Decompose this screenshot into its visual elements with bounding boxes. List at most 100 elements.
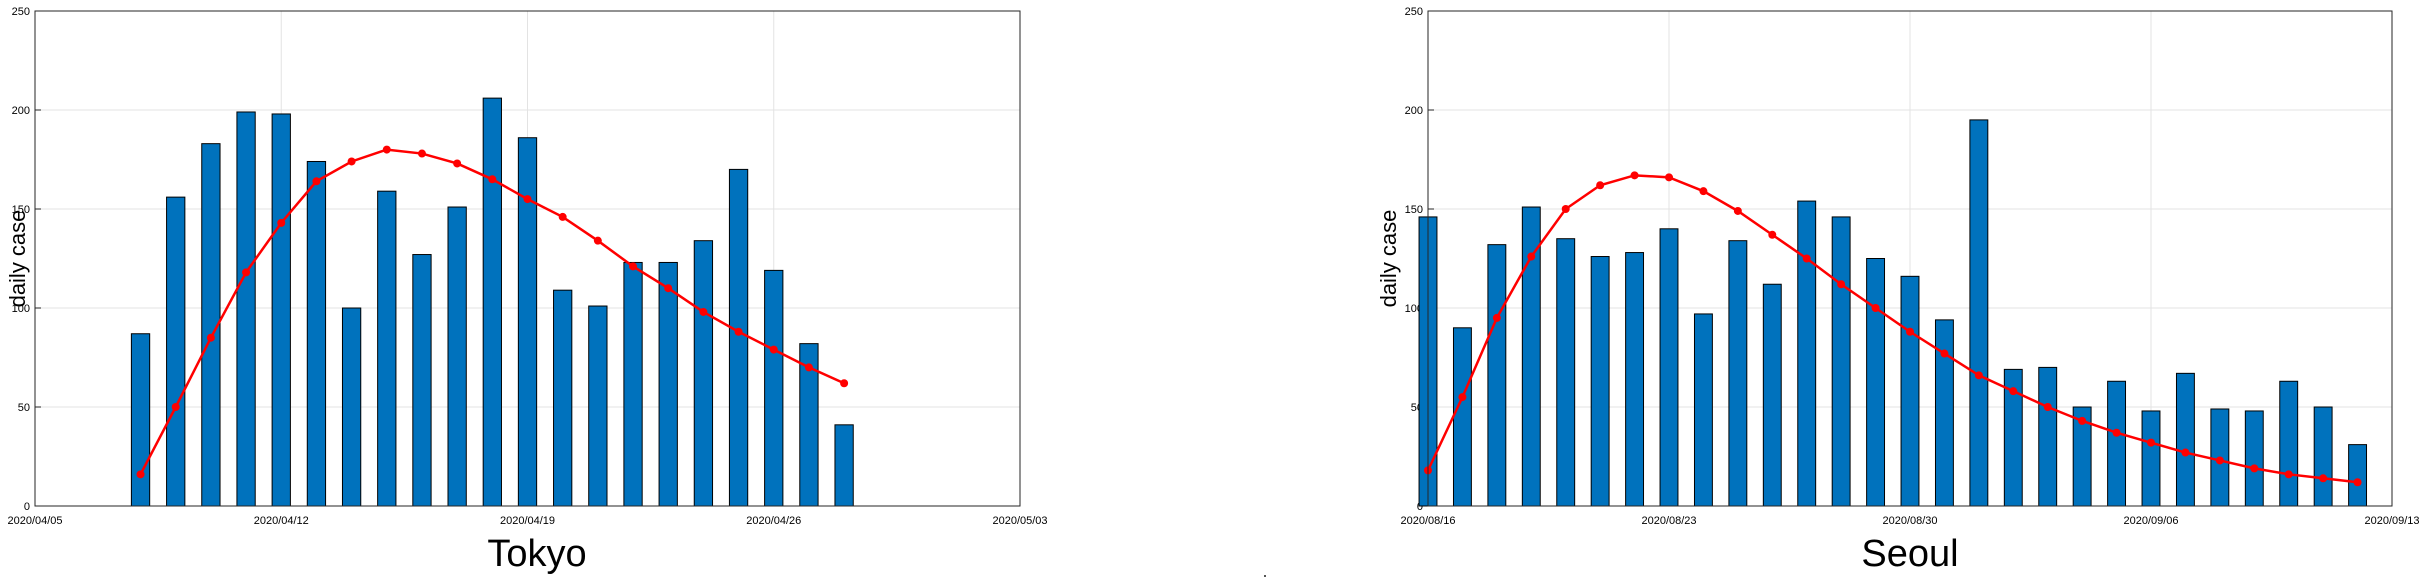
series-point [1596,181,1605,190]
x-tick-label: 2020/09/13 [2364,515,2419,527]
x-tick-label: 2020/05/03 [992,515,1047,527]
series-point [1527,252,1536,261]
series-point [382,145,391,154]
y-tick-label: 0 [24,501,30,513]
y-tick-label: 250 [12,6,30,18]
series-point [1837,280,1846,289]
bar [1556,238,1576,507]
stray-dot [1264,575,1266,577]
bar [482,97,502,507]
bar [341,307,362,507]
x-tick-label: 2020/04/19 [500,515,555,527]
series-point [2009,387,2018,396]
series-point [2112,428,2121,437]
bar [1969,119,1989,507]
x-tick-label: 2020/09/06 [2123,515,2178,527]
series-point [734,327,743,336]
series-point [206,333,215,342]
y-tick-label: 0 [1417,501,1423,513]
series-point [1768,230,1777,239]
series-point [136,470,145,479]
y-tick-label: 100 [1405,303,1423,315]
y-tick-label: 250 [1405,6,1423,18]
bar [377,190,397,507]
bar [1625,252,1645,507]
series-point [593,236,602,245]
series-point [2250,464,2259,473]
bar [553,289,573,507]
bar [588,305,608,507]
bar [728,168,749,507]
bar [1487,244,1507,507]
series-point [1733,206,1742,215]
series-point [417,149,426,158]
bar [2175,372,2195,507]
bar [306,160,327,507]
series-point [2078,416,2087,425]
bar [412,254,432,507]
bar [1452,327,1472,507]
series-point [1458,393,1467,402]
series-point [277,218,286,227]
bar [1693,313,1713,507]
bar [1659,228,1679,507]
bar [1866,258,1886,507]
bar [2244,410,2264,507]
y-tick-label: 200 [12,105,30,117]
series-point [2353,478,2362,487]
bar [623,261,643,507]
series-point [840,379,849,388]
series-point [488,175,497,184]
series-line [1426,174,2358,484]
bar [1728,240,1748,507]
series-point [1871,304,1880,312]
series-point [1665,173,1673,182]
plot-frame [34,10,1021,507]
bar [1831,216,1851,507]
y-axis-label: daily case [5,210,30,308]
series-point [2147,438,2155,447]
series-point [2284,470,2293,479]
bar [517,137,538,507]
x-tick-label: 2020/08/23 [1641,515,1696,527]
plot-frame [1427,10,2393,507]
bar [1934,319,1954,507]
series-point [2181,448,2190,457]
y-tick-label: 50 [18,402,30,414]
series-point [769,345,778,354]
series-point [1802,254,1811,263]
chart-title: Seoul [1861,533,1958,575]
bar [2279,380,2299,507]
series-point [347,157,356,166]
series-point [2319,474,2328,483]
bar [447,206,467,507]
bar [271,113,291,507]
bar [693,240,714,507]
x-tick-label: 2020/08/16 [1400,515,1455,527]
chart-tokyo: 0 50 100 150 200 250 2020/04/05 2020/04/12 2020/… [5,6,1048,575]
y-tick-label: 150 [12,204,30,216]
series-point [558,212,567,221]
series-point [664,284,673,293]
y-tick-label: 100 [12,303,30,315]
bar [1797,200,1817,507]
series-point [2215,456,2224,465]
series-point [629,262,638,271]
bar [166,196,186,507]
bar [2141,410,2161,507]
series-point [804,363,813,372]
bar [1762,283,1782,507]
x-tick-label: 2020/04/05 [7,515,62,527]
y-tick-label: 150 [1405,204,1423,216]
y-tick-label: 200 [1405,105,1423,117]
bar [658,261,678,507]
bar [2348,444,2368,507]
series-point [699,307,708,316]
chart-title: Tokyo [487,533,586,575]
series-point [1940,349,1949,358]
bar [1590,256,1610,507]
bar [1521,206,1541,507]
series-point [2043,403,2052,411]
bar [834,424,854,507]
